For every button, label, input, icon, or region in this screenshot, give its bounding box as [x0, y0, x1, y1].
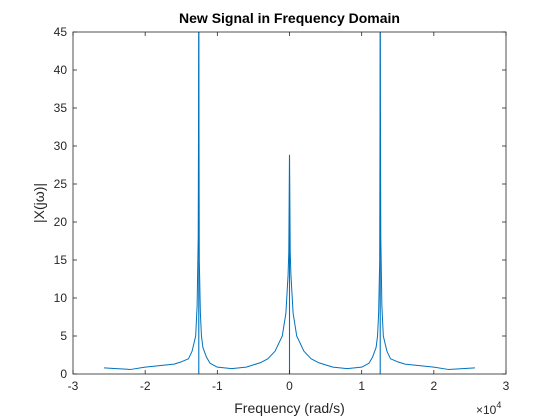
x-tick-label: -2: [140, 379, 151, 393]
y-tick-label: 10: [54, 291, 68, 305]
y-tick-label: 0: [60, 367, 67, 381]
y-tick-label: 30: [54, 139, 68, 153]
y-tick-label: 40: [54, 63, 68, 77]
x-tick-label: -1: [212, 379, 223, 393]
x-axis-exponent: ×104: [476, 400, 501, 417]
x-tick-label: 0: [286, 379, 293, 393]
y-tick-label: 15: [54, 253, 68, 267]
x-tick-label: 2: [430, 379, 437, 393]
y-tick-label: 45: [54, 25, 68, 39]
y-axis-label: |X(jω)|: [31, 183, 47, 223]
y-tick-label: 20: [54, 215, 68, 229]
y-tick-label: 5: [60, 329, 67, 343]
y-tick-label: 25: [54, 177, 68, 191]
x-axis-exponent-base: ×10: [476, 403, 497, 417]
series-layer: [103, 32, 476, 374]
x-tick-label: 3: [503, 379, 510, 393]
x-axis-exponent-power: 4: [496, 400, 501, 410]
y-tick-label: 35: [54, 101, 68, 115]
chart-title: New Signal in Frequency Domain: [179, 10, 400, 26]
x-axis-label: Frequency (rad/s): [234, 400, 344, 416]
x-tick-label: -3: [68, 379, 79, 393]
x-tick-label: 1: [358, 379, 365, 393]
